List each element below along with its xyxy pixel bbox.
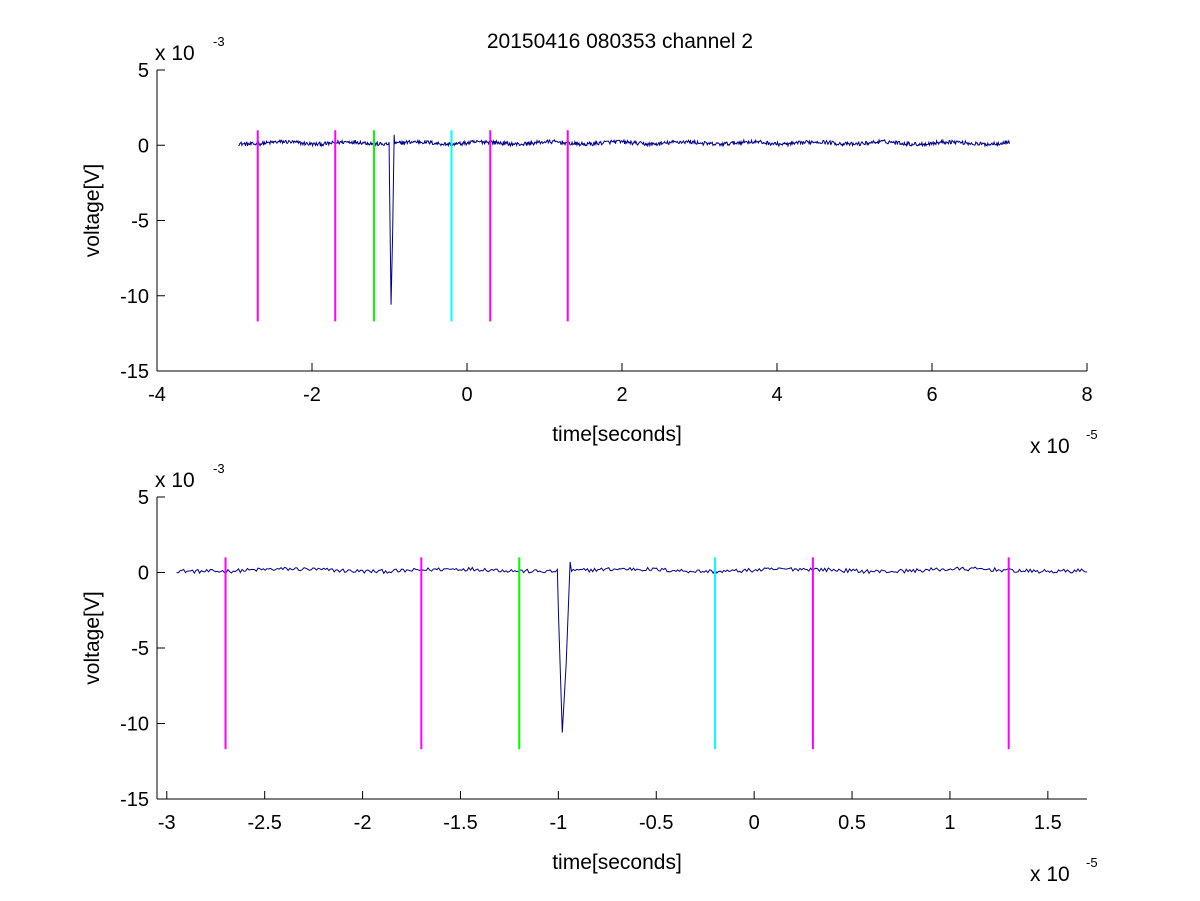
bottom-x-tick-label: -1	[549, 812, 567, 834]
bottom-y-tick-label: -15	[120, 789, 149, 811]
bottom-x-multiplier-exponent: -5	[1086, 855, 1098, 870]
top-x-tick-label: 2	[616, 384, 627, 406]
figure-title: 20150416 080353 channel 2	[487, 30, 753, 53]
bottom-y-tick-label: -10	[120, 714, 149, 736]
top-x-tick-label: -4	[148, 384, 166, 406]
top-x-tick-label: 0	[461, 384, 472, 406]
bottom-signal-line	[176, 561, 1087, 733]
bottom-x-tick-label: 0.5	[838, 812, 866, 834]
top-x-multiplier: x 10	[1030, 435, 1070, 458]
bottom-x-tick-label: -0.5	[639, 812, 673, 834]
bottom-y-multiplier-exponent: -3	[213, 461, 225, 476]
top-y-axis-label: voltage[V]	[81, 164, 104, 257]
bottom-x-tick-label: -3	[158, 812, 176, 834]
bottom-y-tick-label: -5	[131, 638, 149, 660]
top-signal-line	[238, 134, 1010, 305]
bottom-y-tick-label: 0	[138, 563, 149, 585]
bottom-x-axis-label: time[seconds]	[552, 851, 682, 874]
top-y-tick-label: -5	[131, 211, 149, 233]
bottom-x-tick-label: 1.5	[1034, 812, 1062, 834]
top-y-tick-label: -15	[120, 361, 149, 383]
bottom-x-tick-label: -2.5	[247, 812, 281, 834]
bottom-plot: -15 -10 -5 0 5 -3 -2.5 -2 -1.5 -1 -0.5 0 0.5 1 1.5 time…	[81, 461, 1098, 886]
top-x-tick-label: 6	[926, 384, 937, 406]
top-x-axis-label: time[seconds]	[552, 423, 682, 446]
bottom-y-tick-label: 5	[138, 487, 149, 509]
bottom-y-multiplier: x 10	[155, 469, 195, 492]
top-y-tick-label: -10	[120, 286, 149, 308]
bottom-x-tick-label: -1.5	[443, 812, 477, 834]
bottom-x-tick-label: -2	[354, 812, 372, 834]
top-plot: -15 -10 -5 0 5 -4 -2 0 2 4 6 8 time[seconds] voltage[…	[81, 34, 1098, 458]
top-x-tick-label: 8	[1081, 384, 1092, 406]
top-x-multiplier-exponent: -5	[1086, 427, 1098, 442]
top-y-tick-label: 5	[138, 60, 149, 82]
top-x-tick-label: 4	[771, 384, 782, 406]
bottom-x-tick-label: 1	[944, 812, 955, 834]
bottom-x-multiplier: x 10	[1030, 863, 1070, 886]
top-x-tick-label: -2	[303, 384, 321, 406]
top-y-multiplier-exponent: -3	[213, 34, 225, 49]
bottom-x-tick-label: 0	[749, 812, 760, 834]
top-y-multiplier: x 10	[155, 42, 195, 65]
bottom-y-axis-label: voltage[V]	[81, 591, 104, 684]
top-y-tick-label: 0	[138, 135, 149, 157]
